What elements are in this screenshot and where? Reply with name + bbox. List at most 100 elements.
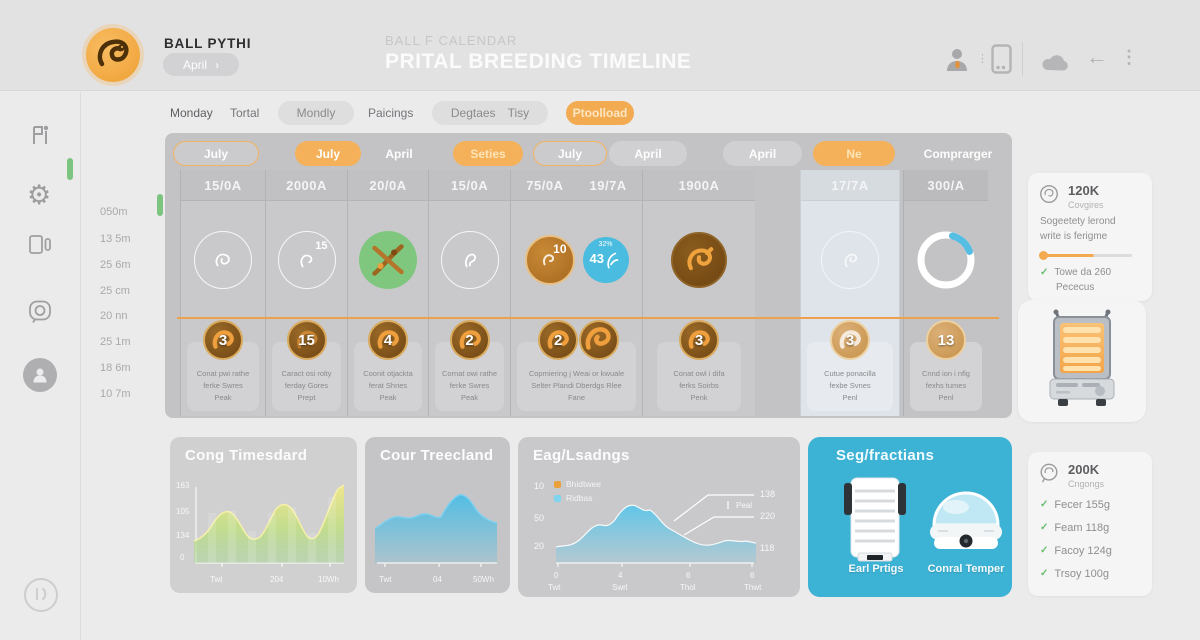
tab-degrees-tray[interactable]: Degtaes Tisy (432, 101, 548, 125)
checkmark-icon: ✓ (1040, 522, 1049, 533)
camera-icon[interactable] (27, 298, 53, 329)
sidebar-divider (80, 90, 81, 640)
snake-filled-icon[interactable] (671, 232, 727, 288)
book-icon[interactable] (27, 232, 53, 263)
flag-icon[interactable] (27, 122, 53, 153)
incubation-icon[interactable]: 32% 43 (582, 237, 629, 283)
stat-value: 120K (1068, 183, 1100, 198)
snake-outline-icon[interactable] (821, 231, 879, 289)
gear-icon[interactable]: ⚙ (27, 180, 52, 210)
equipment-card: Seg/fractians Earl Prtigs Conral Tem (808, 437, 1012, 597)
filter-pill-ne[interactable]: Ne (813, 141, 895, 166)
time-label: 050m (100, 206, 128, 218)
column-date: 75/0A 19/7A (511, 170, 642, 201)
weight-item: Facoy 124g (1054, 545, 1112, 557)
x-tick: 204 (270, 575, 284, 584)
stat-caption: Covgires (1068, 200, 1104, 210)
timeline-column-6: 1900A 3 Conat owl i difa ferks Soirbs Penk (643, 170, 755, 416)
filter-pill-seties[interactable]: Seties (453, 141, 523, 166)
event-card[interactable]: Copmiering j Weai or kwuale Selter Plandi… (517, 342, 636, 411)
area-chart-yellow (194, 484, 345, 567)
action-button[interactable]: Ptoolload (566, 101, 634, 125)
clutch-count-icon[interactable]: 10 (524, 235, 575, 285)
checkmark-icon: ✓ (1040, 267, 1049, 278)
timeline-axis-line (177, 317, 999, 319)
legend-swatch-cyan (554, 494, 561, 502)
x-tick: 6 (686, 571, 691, 580)
month-selector-label: April (182, 57, 207, 72)
count-badge[interactable]: 2 (449, 320, 490, 360)
count-badge[interactable]: 13 (926, 320, 966, 360)
x-name: Swrl (612, 583, 628, 592)
count-badge[interactable]: 3 (830, 320, 870, 360)
tab-mondly[interactable]: Mondly (278, 101, 354, 125)
pairing-crossed-snakes-icon[interactable] (359, 231, 417, 289)
x-name: Thol (680, 583, 696, 592)
legend-label: Bhidtwee (566, 479, 601, 489)
time-label: 25 6m (100, 259, 131, 271)
chevron-right-icon: › (215, 57, 219, 72)
slider-handle[interactable] (1039, 251, 1048, 260)
progress-slider[interactable] (1039, 251, 1132, 260)
count-badge[interactable]: 4 (368, 320, 408, 360)
weight-item: Feam 118g (1054, 522, 1110, 534)
chart-legend: Bhidtwee Ridbas (554, 479, 601, 503)
legend-swatch-orange (554, 480, 561, 488)
event-card[interactable]: Conat owl i difa ferks Soirbs Penk (657, 342, 741, 411)
weight-item: Fecer 155g (1054, 499, 1111, 511)
tab-paicings[interactable]: Paicings (368, 106, 414, 120)
kebab-menu-icon[interactable]: ⋮ (1120, 47, 1138, 67)
page-title: PRITAL BREEDING TIMELINE (385, 50, 692, 73)
snake-logo-icon (86, 28, 140, 82)
back-arrow-icon[interactable]: ← (1086, 44, 1108, 69)
snake-badge[interactable] (578, 320, 619, 360)
area-chart-blue (375, 493, 498, 567)
person-icon[interactable] (944, 46, 971, 77)
snake-outline-icon[interactable]: 15 (277, 231, 336, 289)
column-date: 17/7A (801, 170, 899, 201)
count-badge[interactable]: 3 (203, 320, 243, 360)
filter-pill-comprarger[interactable]: Comprarger (923, 146, 993, 161)
tablet-icon[interactable] (991, 44, 1013, 79)
snake-outline-icon[interactable] (194, 231, 252, 289)
x-name: Thwt (744, 583, 762, 592)
page-subtitle: BALL F CALENDAR (385, 33, 518, 48)
cloud-icon[interactable] (1040, 50, 1072, 78)
count-badge[interactable]: 3 (679, 320, 719, 360)
mini-dots-icon: ⋮ (977, 53, 988, 65)
nav-active-indicator (67, 158, 73, 180)
heater-card (1018, 300, 1146, 422)
y-tick: 163 (176, 481, 190, 490)
time-label: 20 nn (100, 310, 128, 322)
snake-outline-icon[interactable] (440, 231, 499, 289)
filter-pill-july-3[interactable]: July (533, 141, 607, 166)
insight-panel-bottom: 200K Cngongs ✓ Fecer 155g ✓ Feam 118g ✓ Fac… (1028, 452, 1152, 596)
device-label: Conral Temper (927, 563, 1005, 575)
filter-pill-april-3[interactable]: April (723, 141, 802, 166)
filter-pill-july-1[interactable]: July (173, 141, 259, 166)
tab-tortal[interactable]: Tortal (230, 106, 260, 120)
filter-pill-july-2[interactable]: July (295, 141, 361, 166)
chart-annotation: Peal (736, 501, 753, 510)
insight-panel-top: 120K Covgires Sogeetety lerond write is … (1028, 173, 1152, 301)
insight-text: write is ferigme (1040, 231, 1108, 242)
chart-card-eag-lsadngs: Eag/Lsadngs Bhidtwee Ridbas 10 50 20 138… (518, 437, 800, 597)
time-label: 13 5m (100, 233, 131, 245)
app-header: BALL PYTHI April › BALL F CALENDAR PRITA… (0, 0, 1200, 91)
x-name: Twt (548, 583, 561, 592)
filter-pill-april-2[interactable]: April (609, 141, 687, 166)
count-badge[interactable]: 15 (286, 320, 327, 360)
timeline-column-2: 2000A 15 15 Caract osi rolty ferday Gores… (265, 170, 347, 416)
tab-monday[interactable]: Monday (170, 106, 213, 120)
tray-label-b: Tisy (507, 106, 530, 120)
count-badge[interactable]: 2 (538, 320, 579, 360)
timeline-column-8: 300/A 13 Cnnd ion i nflg fexhs tumes Penl (903, 170, 988, 416)
check-label: Towe da 260 (1054, 267, 1112, 278)
card-title: Seg/fractians (836, 447, 935, 464)
x-tick: Twt (210, 575, 223, 584)
profile-avatar[interactable] (23, 358, 57, 392)
y-tick: 20 (534, 541, 545, 551)
filter-pill-april-1[interactable]: April (385, 146, 413, 161)
time-label: 25 1m (100, 336, 131, 348)
month-selector-button[interactable]: April › (163, 53, 239, 76)
